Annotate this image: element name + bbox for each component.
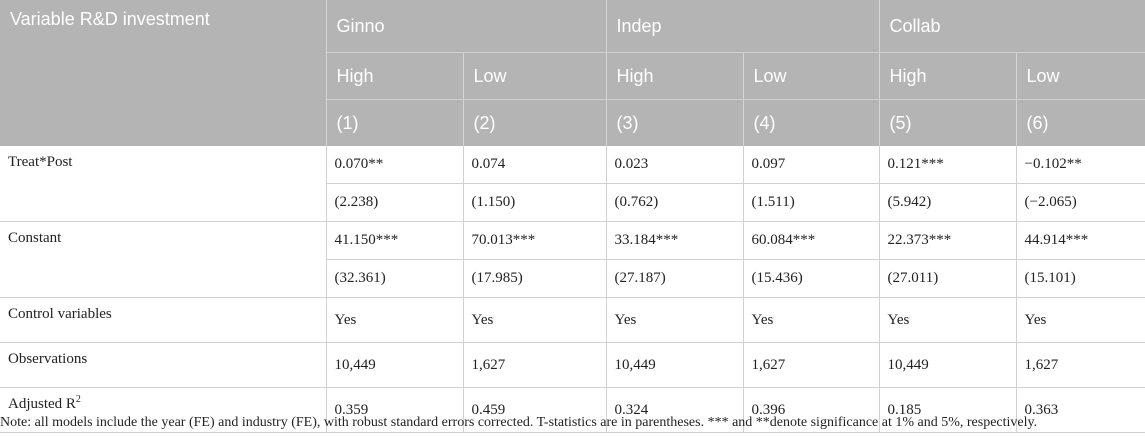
table-cell: 41.150***	[325, 221, 463, 260]
table-cell: (27.011)	[878, 259, 1017, 298]
subgroup-header: High	[325, 52, 463, 100]
table-cell: (17.985)	[462, 259, 607, 298]
table-cell: 1,627	[742, 342, 880, 388]
table-cell: 10,449	[878, 342, 1017, 388]
table-cell: 0.070**	[325, 146, 463, 184]
subgroup-header: High	[878, 52, 1017, 100]
variable-header: Variable R&D investment	[0, 0, 326, 146]
table-cell: 0.359	[325, 387, 463, 433]
table-cell: 44.914***	[1015, 221, 1145, 260]
table-cell: 0.324	[605, 387, 744, 433]
table-cell: 0.074	[462, 146, 607, 184]
table-cell: 0.185	[878, 387, 1017, 433]
table-cell: 0.097	[742, 146, 880, 184]
table-cell: 60.084***	[742, 221, 880, 260]
table-cell: 70.013***	[462, 221, 607, 260]
table-row: Control variables Yes Yes Yes Yes Yes Ye…	[0, 297, 1145, 343]
model-number-header: (6)	[1015, 99, 1145, 146]
table-row: Observations 10,449 1,627 10,449 1,627 1…	[0, 342, 1145, 388]
table-row: Treat*Post 0.070** 0.074 0.023 0.097 0.1…	[0, 146, 1145, 222]
table-cell: (5.942)	[878, 183, 1017, 222]
group-header-indep: Indep	[605, 0, 880, 53]
table-cell: Yes	[1015, 297, 1145, 343]
group-header-ginno: Ginno	[325, 0, 607, 53]
table-cell: 1,627	[462, 342, 607, 388]
table-cell: (2.238)	[325, 183, 463, 222]
table-cell: (27.187)	[605, 259, 744, 298]
table-cell: 0.459	[462, 387, 607, 433]
subgroup-header: Low	[742, 52, 880, 100]
subgroup-header: Low	[462, 52, 607, 100]
table-cell: (15.101)	[1015, 259, 1145, 298]
row-label-adjusted-r2: Adjusted R2	[0, 387, 326, 433]
table-cell: (15.436)	[742, 259, 880, 298]
table-cell: (−2.065)	[1015, 183, 1145, 222]
row-label-constant: Constant	[0, 221, 326, 298]
table-row: Adjusted R2 0.359 0.459 0.324 0.396 0.18…	[0, 387, 1145, 433]
table-cell: (1.511)	[742, 183, 880, 222]
row-label-treat-post: Treat*Post	[0, 146, 326, 222]
table-cell: 33.184***	[605, 221, 744, 260]
table-row: (32.361) (17.985) (27.187) (15.436) (27.…	[0, 259, 1145, 298]
table-cell: Yes	[878, 297, 1017, 343]
subgroup-header: High	[605, 52, 744, 100]
table-cell: Yes	[325, 297, 463, 343]
table-cell: (1.150)	[462, 183, 607, 222]
row-label-control-variables: Control variables	[0, 297, 326, 343]
adjusted-r-label: Adjusted R	[8, 396, 76, 412]
table-row: (2.238) (1.150) (0.762) (1.511) (5.942) …	[0, 183, 1145, 222]
table-cell: 22.373***	[878, 221, 1017, 260]
table-cell: Yes	[605, 297, 744, 343]
table-cell: 0.396	[742, 387, 880, 433]
model-number-header: (4)	[742, 99, 880, 146]
table-cell: 10,449	[605, 342, 744, 388]
table-cell: Yes	[462, 297, 607, 343]
table-header: Variable R&D investment Ginno Indep Coll…	[0, 0, 1145, 146]
group-header-collab: Collab	[878, 0, 1145, 53]
table-cell: 1,627	[1015, 342, 1145, 388]
table-cell: 0.023	[605, 146, 744, 184]
model-number-header: (1)	[325, 99, 463, 146]
table-row: Constant 41.150*** 70.013*** 33.184*** 6…	[0, 221, 1145, 298]
table-footnote: Note: all models include the year (FE) a…	[0, 415, 1038, 430]
table-cell: 10,449	[325, 342, 463, 388]
subgroup-header: Low	[1015, 52, 1145, 100]
model-number-header: (3)	[605, 99, 744, 146]
model-number-header: (5)	[878, 99, 1017, 146]
row-label-observations: Observations	[0, 342, 326, 388]
model-number-header: (2)	[462, 99, 607, 146]
table-cell: Yes	[742, 297, 880, 343]
table-cell: −0.102**	[1015, 146, 1145, 184]
r-squared-superscript: 2	[75, 394, 81, 405]
table-cell: (0.762)	[605, 183, 744, 222]
table-body: Treat*Post 0.070** 0.074 0.023 0.097 0.1…	[0, 146, 1145, 433]
table-cell: 0.363	[1015, 387, 1145, 433]
table-cell: (32.361)	[325, 259, 463, 298]
table-cell: 0.121***	[878, 146, 1017, 184]
